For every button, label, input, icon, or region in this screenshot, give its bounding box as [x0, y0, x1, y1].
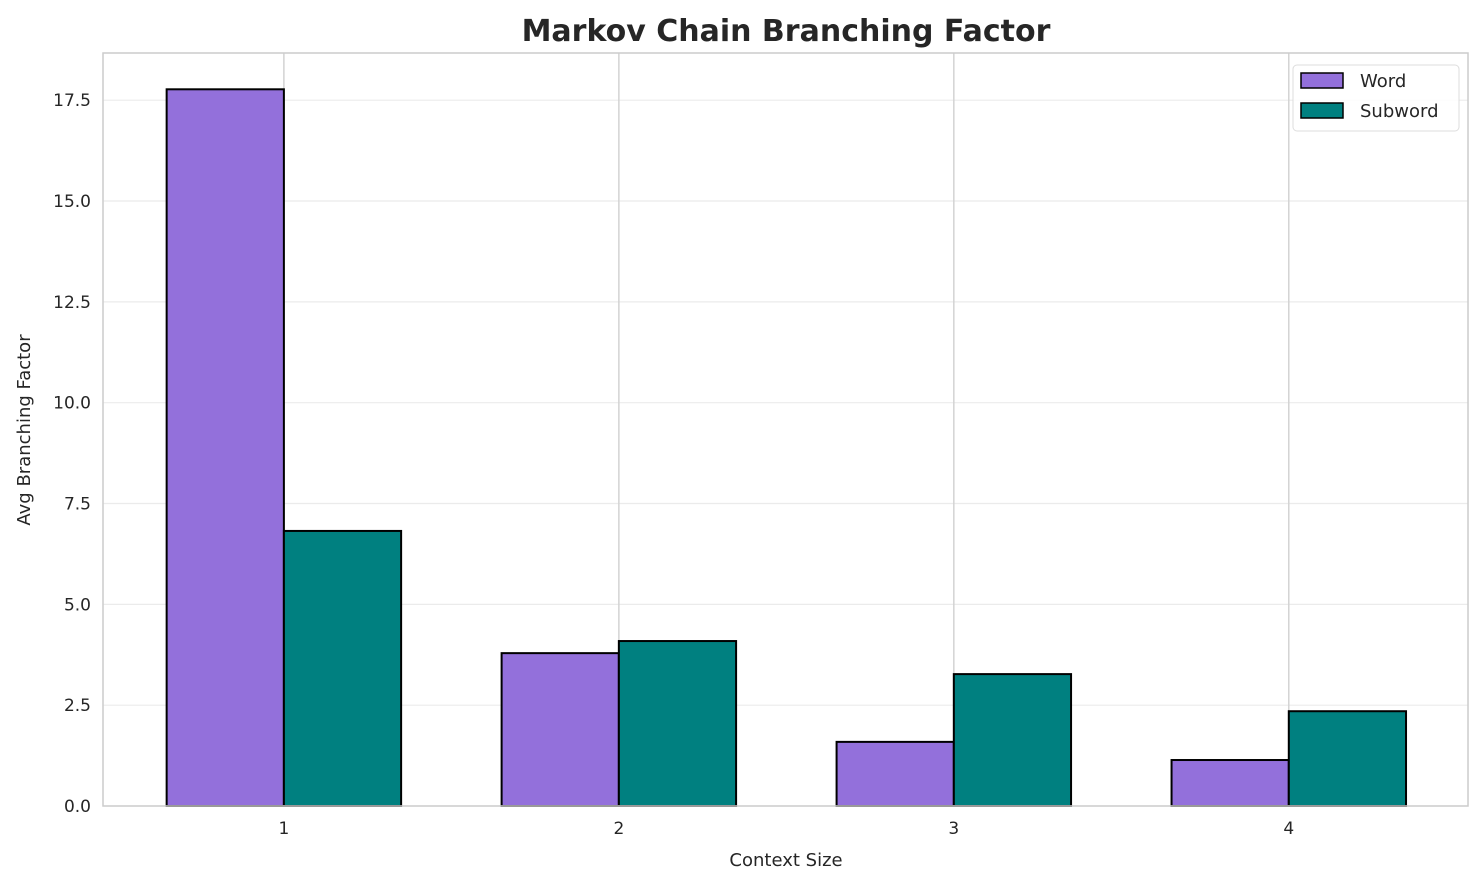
plot-frame	[102, 52, 1469, 807]
y-tick-label: 0.0	[64, 797, 91, 817]
x-axis-label: Context Size	[729, 850, 842, 871]
bar-word-2	[500, 652, 620, 808]
y-tick-label: 12.5	[53, 293, 91, 313]
legend-label-subword: Subword	[1360, 101, 1439, 122]
bar-subword-4	[1287, 710, 1408, 807]
y-tick-label: 17.5	[53, 91, 91, 111]
x-tick-label: 1	[278, 819, 289, 839]
y-axis-label: Avg Branching Factor	[14, 334, 35, 526]
bar-word-3	[835, 740, 955, 808]
x-tick-label: 4	[1283, 819, 1294, 839]
bar-subword-1	[282, 529, 403, 807]
x-tick-label: 2	[613, 819, 624, 839]
y-tick-label: 15.0	[53, 192, 91, 212]
bar-subword-2	[617, 640, 738, 807]
y-tick-label: 7.5	[64, 495, 91, 515]
legend-swatch-subword	[1300, 102, 1344, 119]
bar-word-1	[165, 88, 285, 807]
x-tick-label: 3	[948, 819, 959, 839]
bar-subword-3	[952, 673, 1073, 807]
chart-title: Markov Chain Branching Factor	[522, 14, 1051, 49]
legend-label-word: Word	[1360, 71, 1406, 92]
y-tick-label: 10.0	[53, 394, 91, 414]
y-tick-label: 5.0	[64, 595, 91, 615]
legend-swatch-word	[1300, 72, 1344, 89]
y-tick-label: 2.5	[64, 696, 91, 716]
bar-word-4	[1170, 759, 1290, 807]
